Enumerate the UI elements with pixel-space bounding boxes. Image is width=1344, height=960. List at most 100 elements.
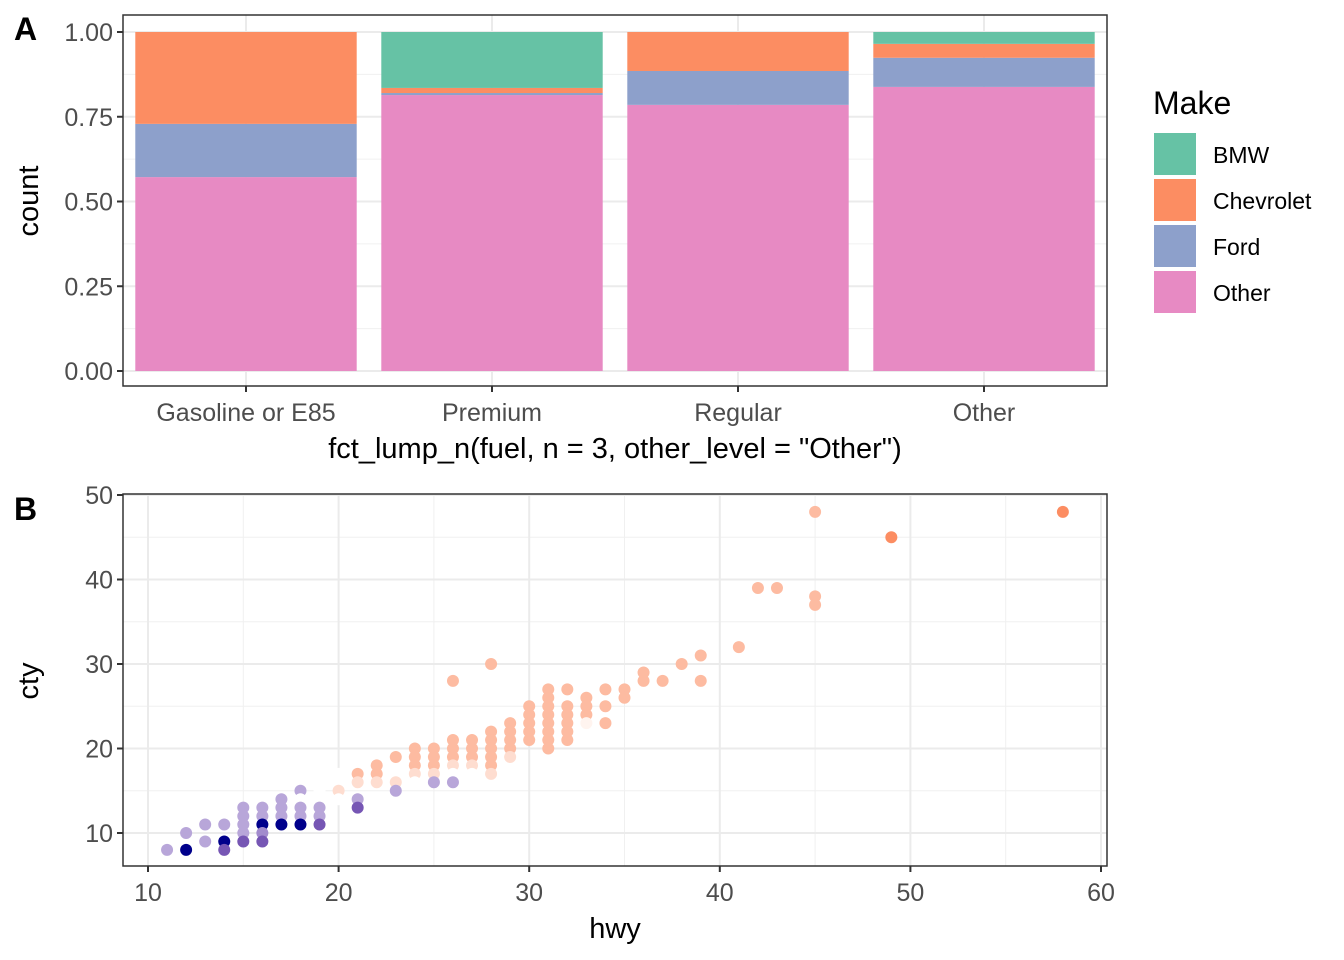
data-point xyxy=(313,810,326,823)
y-tick-label: 10 xyxy=(85,820,113,848)
y-tick-label: 0.50 xyxy=(64,189,113,217)
data-point xyxy=(294,818,307,831)
data-point xyxy=(446,750,459,763)
data-point xyxy=(694,674,707,687)
data-point xyxy=(485,759,498,772)
y-tick-label: 20 xyxy=(85,736,113,764)
data-point xyxy=(542,734,555,747)
legend-swatch-bmw xyxy=(1154,133,1196,175)
x-tick-label: Other xyxy=(953,399,1016,427)
legend-label: BMW xyxy=(1213,142,1270,168)
data-point xyxy=(408,750,421,763)
data-point xyxy=(237,801,250,814)
data-point xyxy=(466,759,479,772)
bar-segment-chevrolet xyxy=(381,87,603,94)
data-point xyxy=(637,666,650,679)
bar-segment-other xyxy=(381,95,603,371)
data-point xyxy=(218,818,231,831)
y-tick-label: 0.25 xyxy=(64,273,113,301)
bar-segment-other xyxy=(135,177,357,371)
data-point xyxy=(332,767,345,780)
data-point xyxy=(389,784,402,797)
data-point xyxy=(446,742,459,755)
data-point xyxy=(427,742,440,755)
bar-segment-ford xyxy=(627,70,849,105)
data-point xyxy=(542,742,555,755)
x-tick-label: Gasoline or E85 xyxy=(156,399,335,427)
bar-segment-ford xyxy=(381,93,603,96)
y-tick-label: 30 xyxy=(85,651,113,679)
data-point xyxy=(275,801,288,814)
y-tick-label: 1.00 xyxy=(64,19,113,47)
data-point xyxy=(446,776,459,789)
data-point xyxy=(542,691,555,704)
data-point xyxy=(675,658,688,670)
data-point xyxy=(485,658,498,670)
x-tick-label: 50 xyxy=(896,879,924,907)
data-point xyxy=(580,708,593,721)
y-tick-label: 50 xyxy=(85,482,113,510)
data-point xyxy=(237,810,250,823)
data-point xyxy=(523,708,536,721)
data-point xyxy=(466,734,479,747)
legend-swatch-chevrolet xyxy=(1154,179,1196,221)
data-point xyxy=(523,734,536,747)
x-tick-label: Premium xyxy=(442,399,542,427)
panel-b-y-axis-title: cty xyxy=(13,662,45,700)
data-point xyxy=(351,793,364,806)
data-point xyxy=(237,818,250,831)
data-point xyxy=(427,750,440,763)
data-point xyxy=(389,750,402,763)
data-point xyxy=(751,581,764,594)
data-point xyxy=(466,767,479,780)
data-point xyxy=(180,843,193,856)
data-point xyxy=(637,674,650,687)
data-point xyxy=(561,734,574,747)
data-point xyxy=(523,717,536,730)
data-point xyxy=(542,708,555,721)
bar-segment-bmw xyxy=(381,32,603,88)
data-point xyxy=(389,767,402,780)
data-point xyxy=(523,700,536,713)
y-tick-label: 0.75 xyxy=(64,104,113,132)
data-point xyxy=(256,810,269,823)
data-point xyxy=(275,810,288,823)
data-point xyxy=(161,843,174,856)
data-point xyxy=(427,767,440,780)
data-point xyxy=(313,784,326,797)
data-point xyxy=(580,691,593,704)
data-point xyxy=(561,700,574,713)
data-point xyxy=(446,674,459,687)
data-point xyxy=(332,776,345,789)
bar-segment-other xyxy=(627,104,849,371)
data-point xyxy=(542,683,555,696)
data-point xyxy=(542,717,555,730)
bar-segment-chevrolet xyxy=(627,32,849,71)
data-point xyxy=(580,717,593,730)
x-tick-label: 30 xyxy=(515,879,543,907)
legend-swatch-ford xyxy=(1154,225,1196,267)
data-point xyxy=(294,810,307,823)
data-point xyxy=(351,767,364,780)
data-point xyxy=(275,818,288,831)
panel-b-x-axis-title: hwy xyxy=(589,913,641,945)
data-point xyxy=(370,776,383,789)
data-point xyxy=(408,776,421,789)
data-point xyxy=(770,581,783,594)
data-point xyxy=(294,784,307,797)
data-point xyxy=(237,835,250,848)
data-point xyxy=(199,835,212,848)
data-point xyxy=(408,759,421,772)
data-point xyxy=(618,691,631,704)
panel-b-scatter-plot: 10 20 30 40 50 60 10 20 30 40 50 xyxy=(85,482,1115,907)
x-tick-label: 20 xyxy=(325,879,353,907)
legend-label: Other xyxy=(1213,280,1271,306)
data-point xyxy=(389,776,402,789)
bar-segment-chevrolet xyxy=(873,43,1095,58)
data-point xyxy=(256,818,269,831)
data-point xyxy=(446,767,459,780)
x-tick-label: 10 xyxy=(134,879,162,907)
data-point xyxy=(504,717,517,730)
data-point xyxy=(332,793,345,806)
x-tick-label: 40 xyxy=(706,879,734,907)
